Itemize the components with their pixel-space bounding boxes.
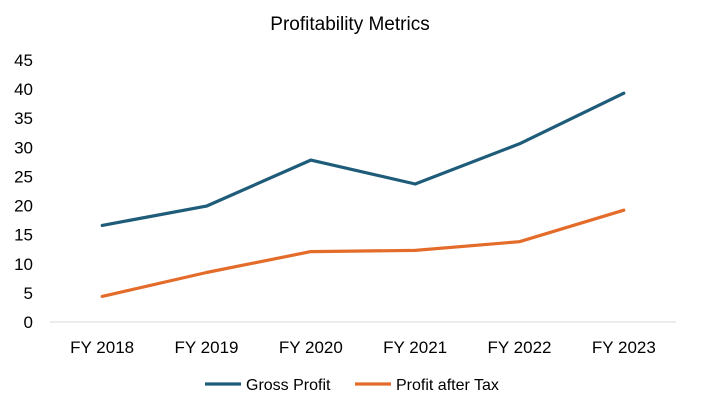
legend-label: Profit after Tax <box>396 377 499 394</box>
chart-title: Profitability Metrics <box>270 14 429 35</box>
x-tick-label: FY 2023 <box>592 338 656 357</box>
y-tick-label: 20 <box>14 197 33 216</box>
y-tick-label: 15 <box>14 226 33 245</box>
y-tick-label: 40 <box>14 80 33 99</box>
legend: Gross Profit Profit after Tax <box>205 377 499 394</box>
x-tick-label: FY 2021 <box>383 338 447 357</box>
legend-label: Gross Profit <box>246 377 331 394</box>
x-tick-label: FY 2022 <box>488 338 552 357</box>
y-axis: 0 5 10 15 20 25 30 35 40 45 <box>14 51 33 332</box>
y-tick-label: 0 <box>24 313 33 332</box>
x-tick-label: FY 2020 <box>279 338 343 357</box>
y-tick-label: 25 <box>14 167 33 186</box>
x-axis: FY 2018 FY 2019 FY 2020 FY 2021 FY 2022 FY 20… <box>70 338 656 357</box>
y-tick-label: 10 <box>14 255 33 274</box>
y-tick-label: 5 <box>24 284 33 303</box>
y-tick-label: 35 <box>14 109 33 128</box>
series-line-profit-after-tax <box>100 208 626 298</box>
y-tick-label: 45 <box>14 51 33 70</box>
series-lines <box>100 91 626 298</box>
series-line-gross-profit <box>100 91 626 227</box>
y-tick-label: 30 <box>14 138 33 157</box>
x-tick-label: FY 2018 <box>70 338 134 357</box>
x-tick-label: FY 2019 <box>175 338 239 357</box>
